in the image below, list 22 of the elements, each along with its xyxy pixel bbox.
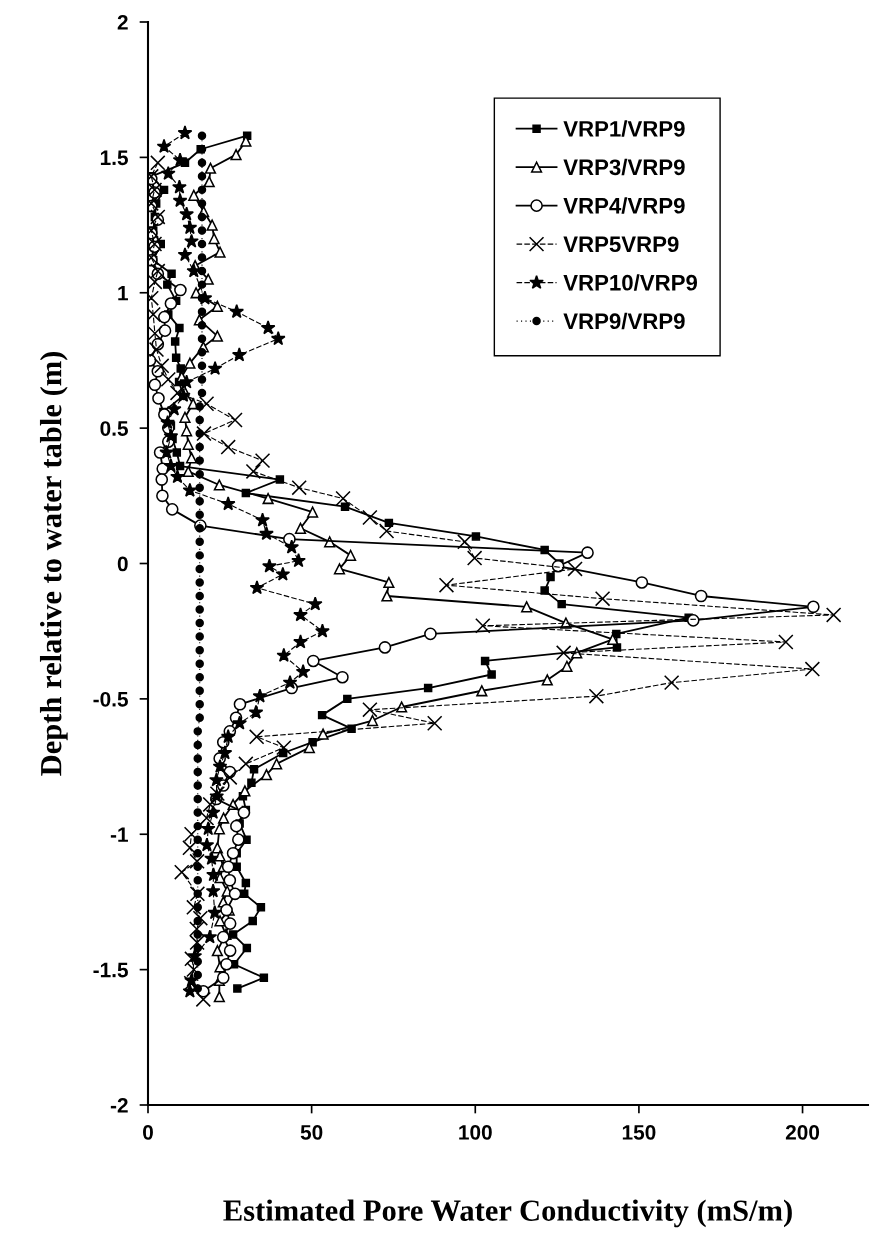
- x-tick-label: 150: [622, 1124, 656, 1140]
- y-tick-label: -2: [110, 1098, 128, 1113]
- legend-label: VRP9/VRP9: [563, 312, 685, 330]
- x-tick-label: 200: [785, 1124, 820, 1140]
- y-tick-label: 2: [117, 15, 128, 30]
- x-axis-title: Estimated Pore Water Conductivity (mS/m): [223, 1199, 792, 1228]
- y-tick-label: -1.5: [93, 962, 128, 978]
- y-axis-title: Depth relative to water table (m): [39, 351, 68, 776]
- legend-label: VRP4/VRP9: [563, 197, 685, 214]
- legend-label: VRP3/VRP9: [563, 158, 685, 176]
- legend-label: VRP5VRP9: [563, 236, 679, 253]
- y-tick-label: 0: [117, 556, 128, 572]
- y-tick-label: -1: [110, 827, 128, 842]
- y-tick-label: 1: [118, 285, 128, 301]
- x-tick-label: 50: [300, 1124, 323, 1140]
- x-tick-label: 0: [143, 1124, 153, 1140]
- x-tick-label: 100: [459, 1124, 492, 1140]
- y-tick-label: 1.5: [100, 150, 128, 166]
- y-tick-label: -0.5: [93, 691, 128, 707]
- legend-label: VRP10/VRP9: [563, 274, 698, 291]
- y-tick-label: 0.5: [100, 421, 128, 436]
- legend-label: VRP1/VRP9: [563, 120, 685, 137]
